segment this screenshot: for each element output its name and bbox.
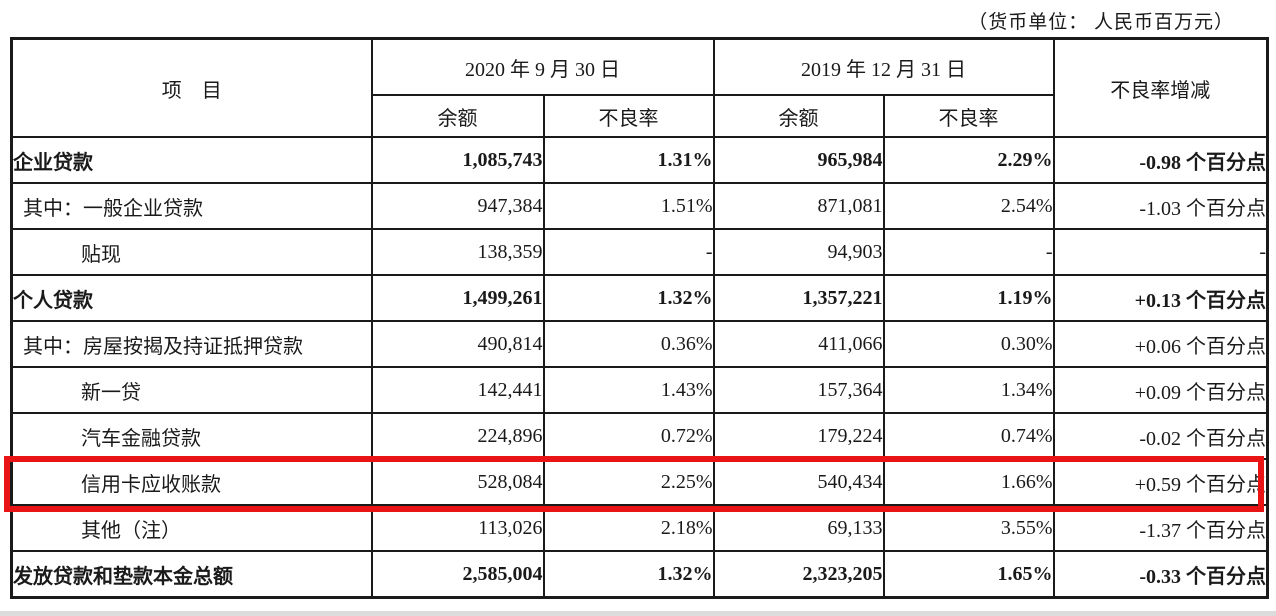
cell-balance-2019: 1,357,221	[712, 274, 885, 322]
cell-npl-change: +0.09 个百分点	[1052, 366, 1269, 414]
bottom-edge-strip	[0, 611, 1276, 616]
cell-npl-2020: 2.18%	[542, 504, 715, 552]
table-body: 企业贷款 1,085,743 1.31% 965,984 2.29% -0.98…	[10, 136, 1269, 599]
cell-npl-2020: 1.51%	[542, 182, 715, 230]
cell-balance-2020: 1,085,743	[370, 136, 545, 184]
cell-npl-2019: 2.29%	[882, 136, 1055, 184]
header-npl-2019: 不良率	[882, 94, 1055, 138]
row-label: 新一贷	[10, 366, 373, 414]
row-label: 其中：房屋按揭及持证抵押贷款	[10, 320, 373, 368]
cell-npl-2020: 1.32%	[542, 274, 715, 322]
cell-npl-change: +0.06 个百分点	[1052, 320, 1269, 368]
cell-balance-2019: 179,224	[712, 412, 885, 460]
table-header: 项 目 2020 年 9 月 30 日 2019 年 12 月 31 日 不良率…	[10, 37, 1269, 138]
cell-npl-change: +0.13 个百分点	[1052, 274, 1269, 322]
cell-npl-2020: 1.32%	[542, 550, 715, 599]
cell-balance-2019: 965,984	[712, 136, 885, 184]
table-row: 发放贷款和垫款本金总额 2,585,004 1.32% 2,323,205 1.…	[10, 550, 1269, 599]
cell-npl-2019: 0.30%	[882, 320, 1055, 368]
table-row: 企业贷款 1,085,743 1.31% 965,984 2.29% -0.98…	[10, 136, 1269, 184]
cell-npl-2020: 0.72%	[542, 412, 715, 460]
cell-balance-2019: 871,081	[712, 182, 885, 230]
cell-balance-2020: 490,814	[370, 320, 545, 368]
row-label: 贴现	[10, 228, 373, 276]
table-row: 汽车金融贷款 224,896 0.72% 179,224 0.74% -0.02…	[10, 412, 1269, 460]
cell-balance-2019: 2,323,205	[712, 550, 885, 599]
cell-balance-2019: 157,364	[712, 366, 885, 414]
row-label: 发放贷款和垫款本金总额	[10, 550, 373, 599]
cell-npl-2020: 2.25%	[542, 458, 715, 506]
loan-quality-table: 项 目 2020 年 9 月 30 日 2019 年 12 月 31 日 不良率…	[10, 37, 1269, 599]
cell-balance-2019: 411,066	[712, 320, 885, 368]
table-row: 其中：房屋按揭及持证抵押贷款 490,814 0.36% 411,066 0.3…	[10, 320, 1269, 368]
row-label: 个人贷款	[10, 274, 373, 322]
cell-npl-2019: 1.34%	[882, 366, 1055, 414]
table-row: 信用卡应收账款 528,084 2.25% 540,434 1.66% +0.5…	[10, 458, 1269, 506]
cell-balance-2020: 947,384	[370, 182, 545, 230]
cell-npl-2019: 3.55%	[882, 504, 1055, 552]
cell-balance-2019: 540,434	[712, 458, 885, 506]
cell-npl-change: -0.33 个百分点	[1052, 550, 1269, 599]
cell-npl-2019: 1.19%	[882, 274, 1055, 322]
cell-balance-2020: 2,585,004	[370, 550, 545, 599]
cell-npl-2019: 0.74%	[882, 412, 1055, 460]
row-label: 汽车金融贷款	[10, 412, 373, 460]
cell-npl-2020: 1.31%	[542, 136, 715, 184]
cell-balance-2020: 528,084	[370, 458, 545, 506]
cell-npl-change: -1.03 个百分点	[1052, 182, 1269, 230]
cell-npl-2020: 1.43%	[542, 366, 715, 414]
cell-balance-2020: 1,499,261	[370, 274, 545, 322]
header-period-2020: 2020 年 9 月 30 日	[370, 37, 715, 96]
cell-npl-2019: -	[882, 228, 1055, 276]
cell-npl-change: -0.98 个百分点	[1052, 136, 1269, 184]
currency-unit-note: （货币单位： 人民币百万元）	[968, 12, 1234, 33]
header-npl-2020: 不良率	[542, 94, 715, 138]
header-item-label: 项 目	[10, 37, 373, 138]
header-balance-2019: 余额	[712, 94, 885, 138]
table-row: 贴现 138,359 - 94,903 - -	[10, 228, 1269, 276]
header-period-2019: 2019 年 12 月 31 日	[712, 37, 1055, 96]
cell-npl-2019: 2.54%	[882, 182, 1055, 230]
table-row: 个人贷款 1,499,261 1.32% 1,357,221 1.19% +0.…	[10, 274, 1269, 322]
cell-balance-2020: 113,026	[370, 504, 545, 552]
cell-npl-change: +0.59 个百分点	[1052, 458, 1269, 506]
cell-balance-2019: 94,903	[712, 228, 885, 276]
row-label: 企业贷款	[10, 136, 373, 184]
table-row: 新一贷 142,441 1.43% 157,364 1.34% +0.09 个百…	[10, 366, 1269, 414]
row-label: 其中：一般企业贷款	[10, 182, 373, 230]
cell-npl-change: -1.37 个百分点	[1052, 504, 1269, 552]
header-npl-change: 不良率增减	[1052, 37, 1269, 138]
cell-balance-2020: 142,441	[370, 366, 545, 414]
cell-npl-2020: 0.36%	[542, 320, 715, 368]
cell-npl-2019: 1.65%	[882, 550, 1055, 599]
table-row: 其他（注） 113,026 2.18% 69,133 3.55% -1.37 个…	[10, 504, 1269, 552]
cell-balance-2020: 224,896	[370, 412, 545, 460]
cell-balance-2019: 69,133	[712, 504, 885, 552]
cell-balance-2020: 138,359	[370, 228, 545, 276]
table-row: 其中：一般企业贷款 947,384 1.51% 871,081 2.54% -1…	[10, 182, 1269, 230]
row-label: 信用卡应收账款	[10, 458, 373, 506]
header-balance-2020: 余额	[370, 94, 545, 138]
cell-npl-change: -0.02 个百分点	[1052, 412, 1269, 460]
cell-npl-2020: -	[542, 228, 715, 276]
cell-npl-change: -	[1052, 228, 1269, 276]
cell-npl-2019: 1.66%	[882, 458, 1055, 506]
row-label: 其他（注）	[10, 504, 373, 552]
